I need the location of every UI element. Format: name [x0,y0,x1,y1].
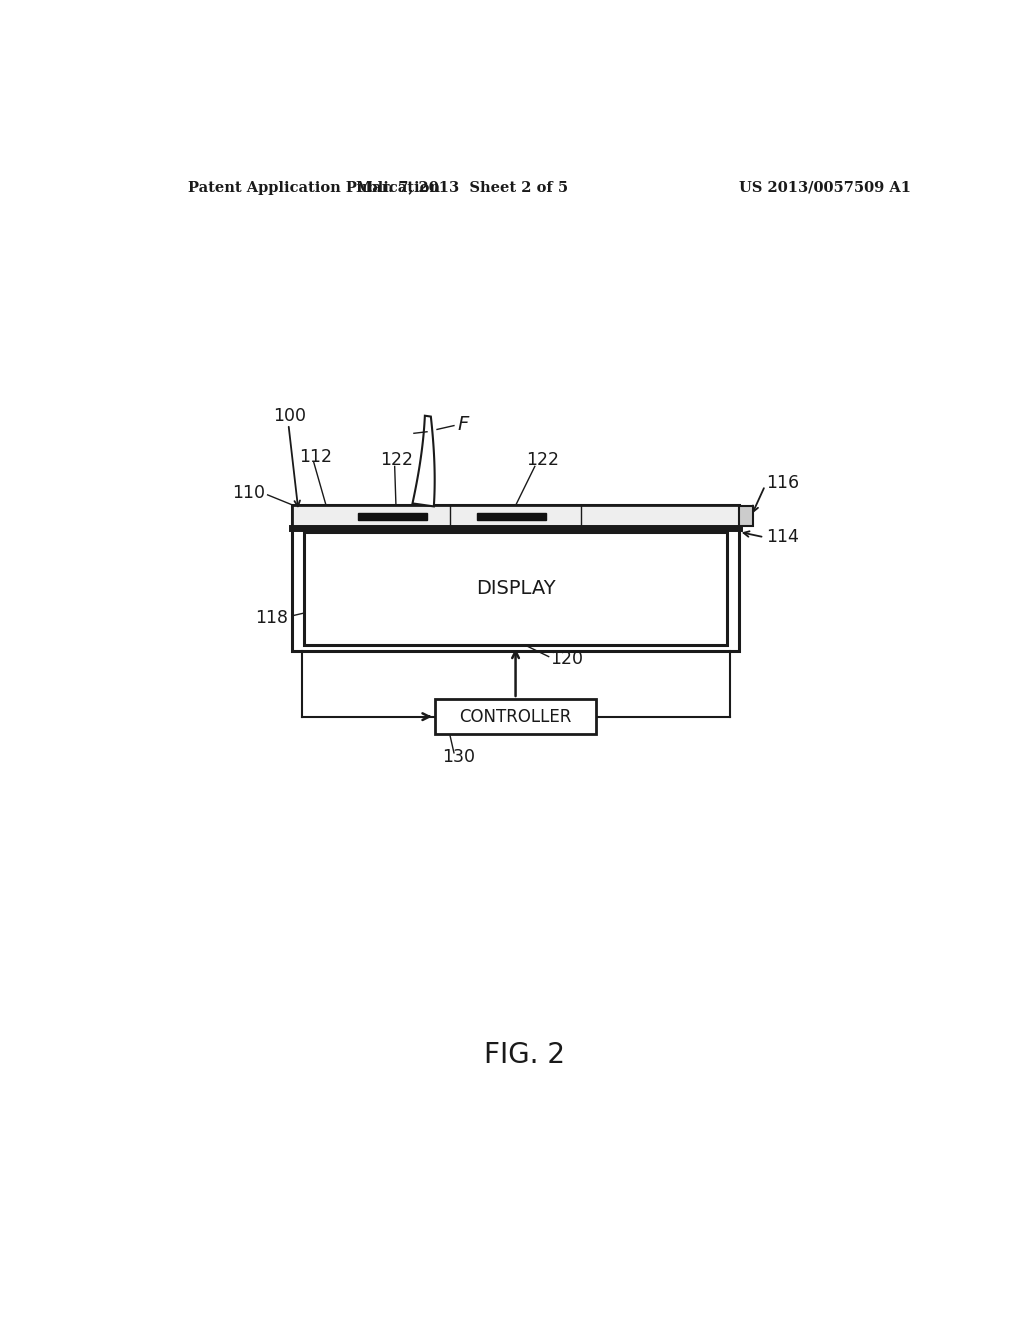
Text: CONTROLLER: CONTROLLER [460,708,571,726]
Text: Patent Application Publication: Patent Application Publication [188,181,440,194]
Text: 130: 130 [442,748,475,767]
Text: 122: 122 [526,451,559,469]
Bar [477,513,547,520]
Bar [292,506,739,651]
Text: 112: 112 [299,449,332,466]
Text: 110: 110 [232,484,265,503]
Polygon shape [413,416,435,507]
Text: 122: 122 [380,451,413,469]
Text: Mar. 7, 2013  Sheet 2 of 5: Mar. 7, 2013 Sheet 2 of 5 [355,181,567,194]
Bar [357,513,427,520]
Text: DISPLAY: DISPLAY [476,579,555,598]
Bar [435,700,596,734]
Bar [739,507,753,525]
Text: US 2013/0057509 A1: US 2013/0057509 A1 [739,181,911,194]
Text: 100: 100 [273,408,306,425]
Text: F: F [458,414,469,433]
Text: 118: 118 [255,609,289,627]
Text: 116: 116 [766,474,799,492]
Text: 120: 120 [550,649,584,668]
Text: 114: 114 [766,528,799,546]
Bar [304,532,727,645]
Bar [292,504,739,528]
Text: FIG. 2: FIG. 2 [484,1041,565,1069]
